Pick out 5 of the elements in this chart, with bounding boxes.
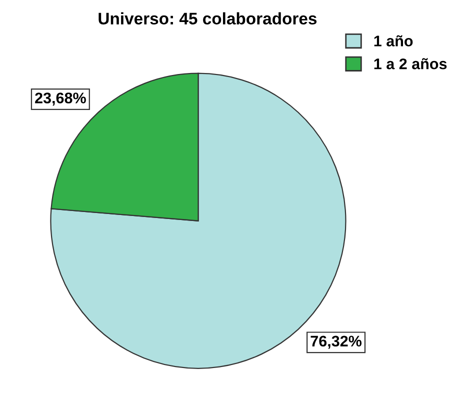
- data-label: 76,32%: [310, 336, 362, 349]
- chart-title: Universo: 45 colaboradores: [98, 12, 317, 25]
- legend-label: 1 a 2 años: [374, 58, 447, 70]
- legend-label: 1 año: [374, 35, 413, 46]
- data-label: 23,68%: [35, 92, 86, 106]
